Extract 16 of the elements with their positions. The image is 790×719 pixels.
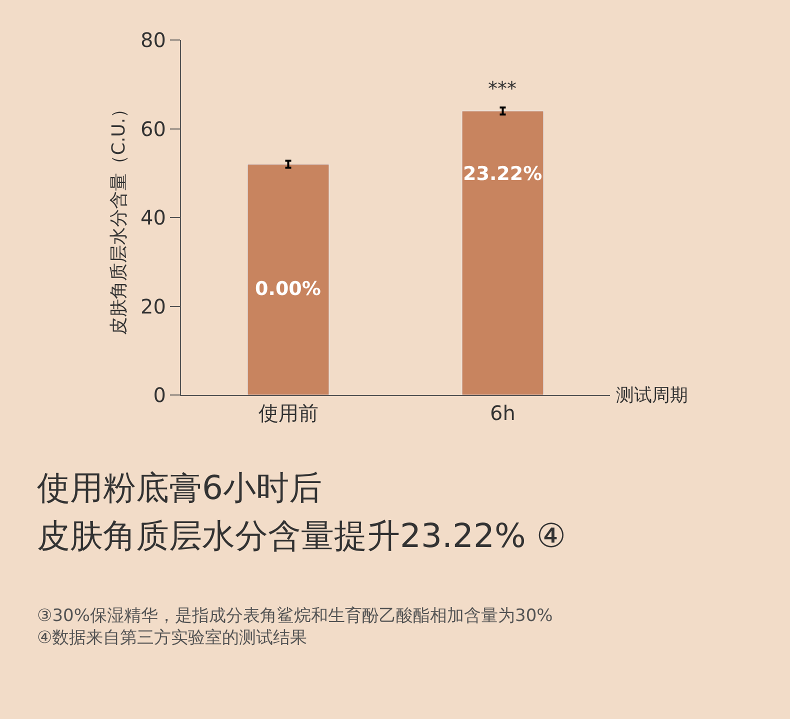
y-tick-label: 40 xyxy=(140,206,166,230)
x-tick-label: 使用前 xyxy=(258,401,318,425)
text: ④数据来自第三方实验室的测试结果 xyxy=(37,628,308,648)
annotation: *** xyxy=(488,78,516,100)
annotation: 23.22% xyxy=(463,163,542,185)
y-tick-label: 20 xyxy=(140,294,166,318)
x-axis-title: 测试周期 xyxy=(616,385,688,406)
y-axis-title: 皮肤角质层水分含量（C.U.） xyxy=(108,100,130,336)
y-tick-label: 0 xyxy=(153,383,166,407)
text: 使用粉底膏6小时后 xyxy=(37,468,322,507)
y-tick-label: 60 xyxy=(140,116,166,141)
text: 皮肤角质层水分含量提升23.22% ④ xyxy=(37,516,566,555)
x-tick-label: 6h xyxy=(490,401,516,425)
annotation: 0.00% xyxy=(255,278,321,300)
y-tick-label: 80 xyxy=(140,28,166,52)
text: ③30%保湿精华，是指成分表角鲨烷和生育酚乙酸酯相加含量为30% xyxy=(37,606,553,626)
